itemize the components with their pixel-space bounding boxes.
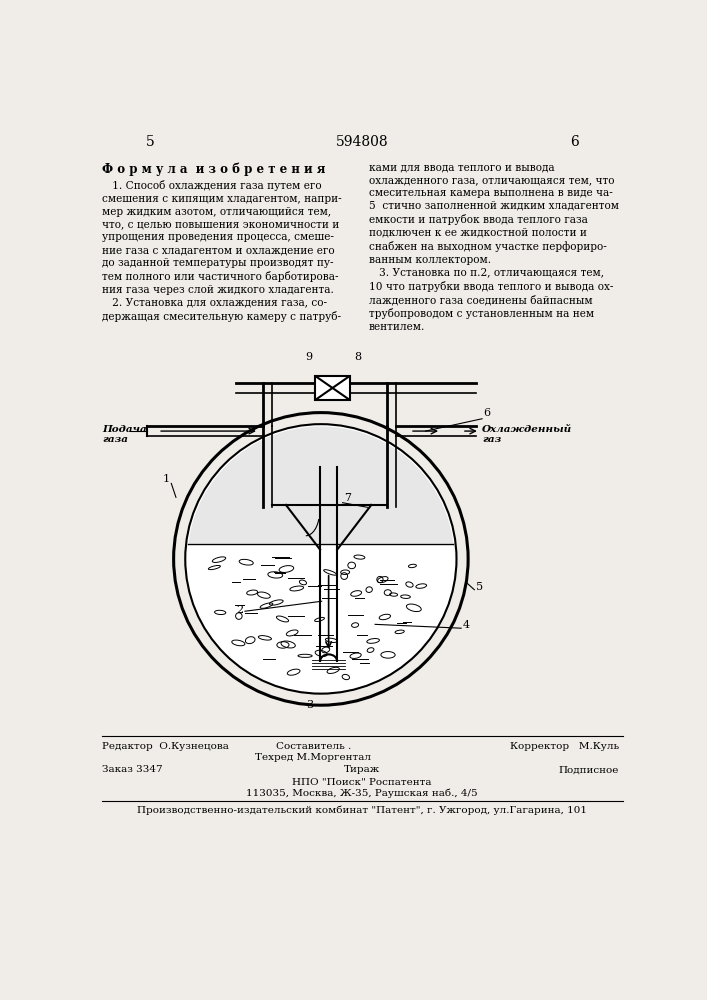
Text: 2: 2 (236, 605, 243, 615)
Text: Тираж: Тираж (344, 765, 380, 774)
Text: 5: 5 (146, 135, 155, 149)
Text: 594808: 594808 (336, 135, 388, 149)
Text: 5: 5 (476, 582, 483, 592)
Text: 1: 1 (163, 474, 170, 484)
Text: Редактор  О.Кузнецова: Редактор О.Кузнецова (103, 742, 229, 751)
Text: 3: 3 (305, 700, 312, 710)
Text: НПО "Поиск" Роспатента
113035, Москва, Ж-35, Раушская наб., 4/5: НПО "Поиск" Роспатента 113035, Москва, Ж… (246, 778, 478, 798)
Text: Корректор   М.Куль: Корректор М.Куль (510, 742, 619, 751)
Text: Составитель .
Техред М.Моргентал: Составитель . Техред М.Моргентал (255, 742, 371, 762)
Text: Заказ 3347: Заказ 3347 (103, 765, 163, 774)
Text: 6: 6 (484, 408, 491, 418)
Text: 8: 8 (354, 352, 361, 362)
Text: Подписное: Подписное (559, 765, 619, 774)
Text: Производственно-издательский комбинат "Патент", г. Ужгород, ул.Гагарина, 101: Производственно-издательский комбинат "П… (137, 805, 587, 815)
Circle shape (186, 425, 456, 693)
Text: 7: 7 (344, 493, 351, 503)
Text: 1. Способ охлаждения газа путем его
смешения с кипящим хладагентом, напри-
мер ж: 1. Способ охлаждения газа путем его смеш… (103, 180, 342, 322)
Text: 6: 6 (570, 135, 578, 149)
Text: Охлажденный
газ: Охлажденный газ (482, 425, 572, 444)
Text: 9: 9 (305, 352, 312, 362)
Text: 4: 4 (462, 620, 470, 630)
Text: ками для ввода теплого и вывода
охлажденного газа, отличающаяся тем, что
смесите: ками для ввода теплого и вывода охлажден… (369, 162, 619, 332)
Bar (315, 376, 349, 400)
Polygon shape (187, 426, 454, 559)
Text: Ф о р м у л а  и з о б р е т е н и я: Ф о р м у л а и з о б р е т е н и я (103, 162, 326, 176)
Text: Подача
газа: Подача газа (103, 425, 147, 444)
